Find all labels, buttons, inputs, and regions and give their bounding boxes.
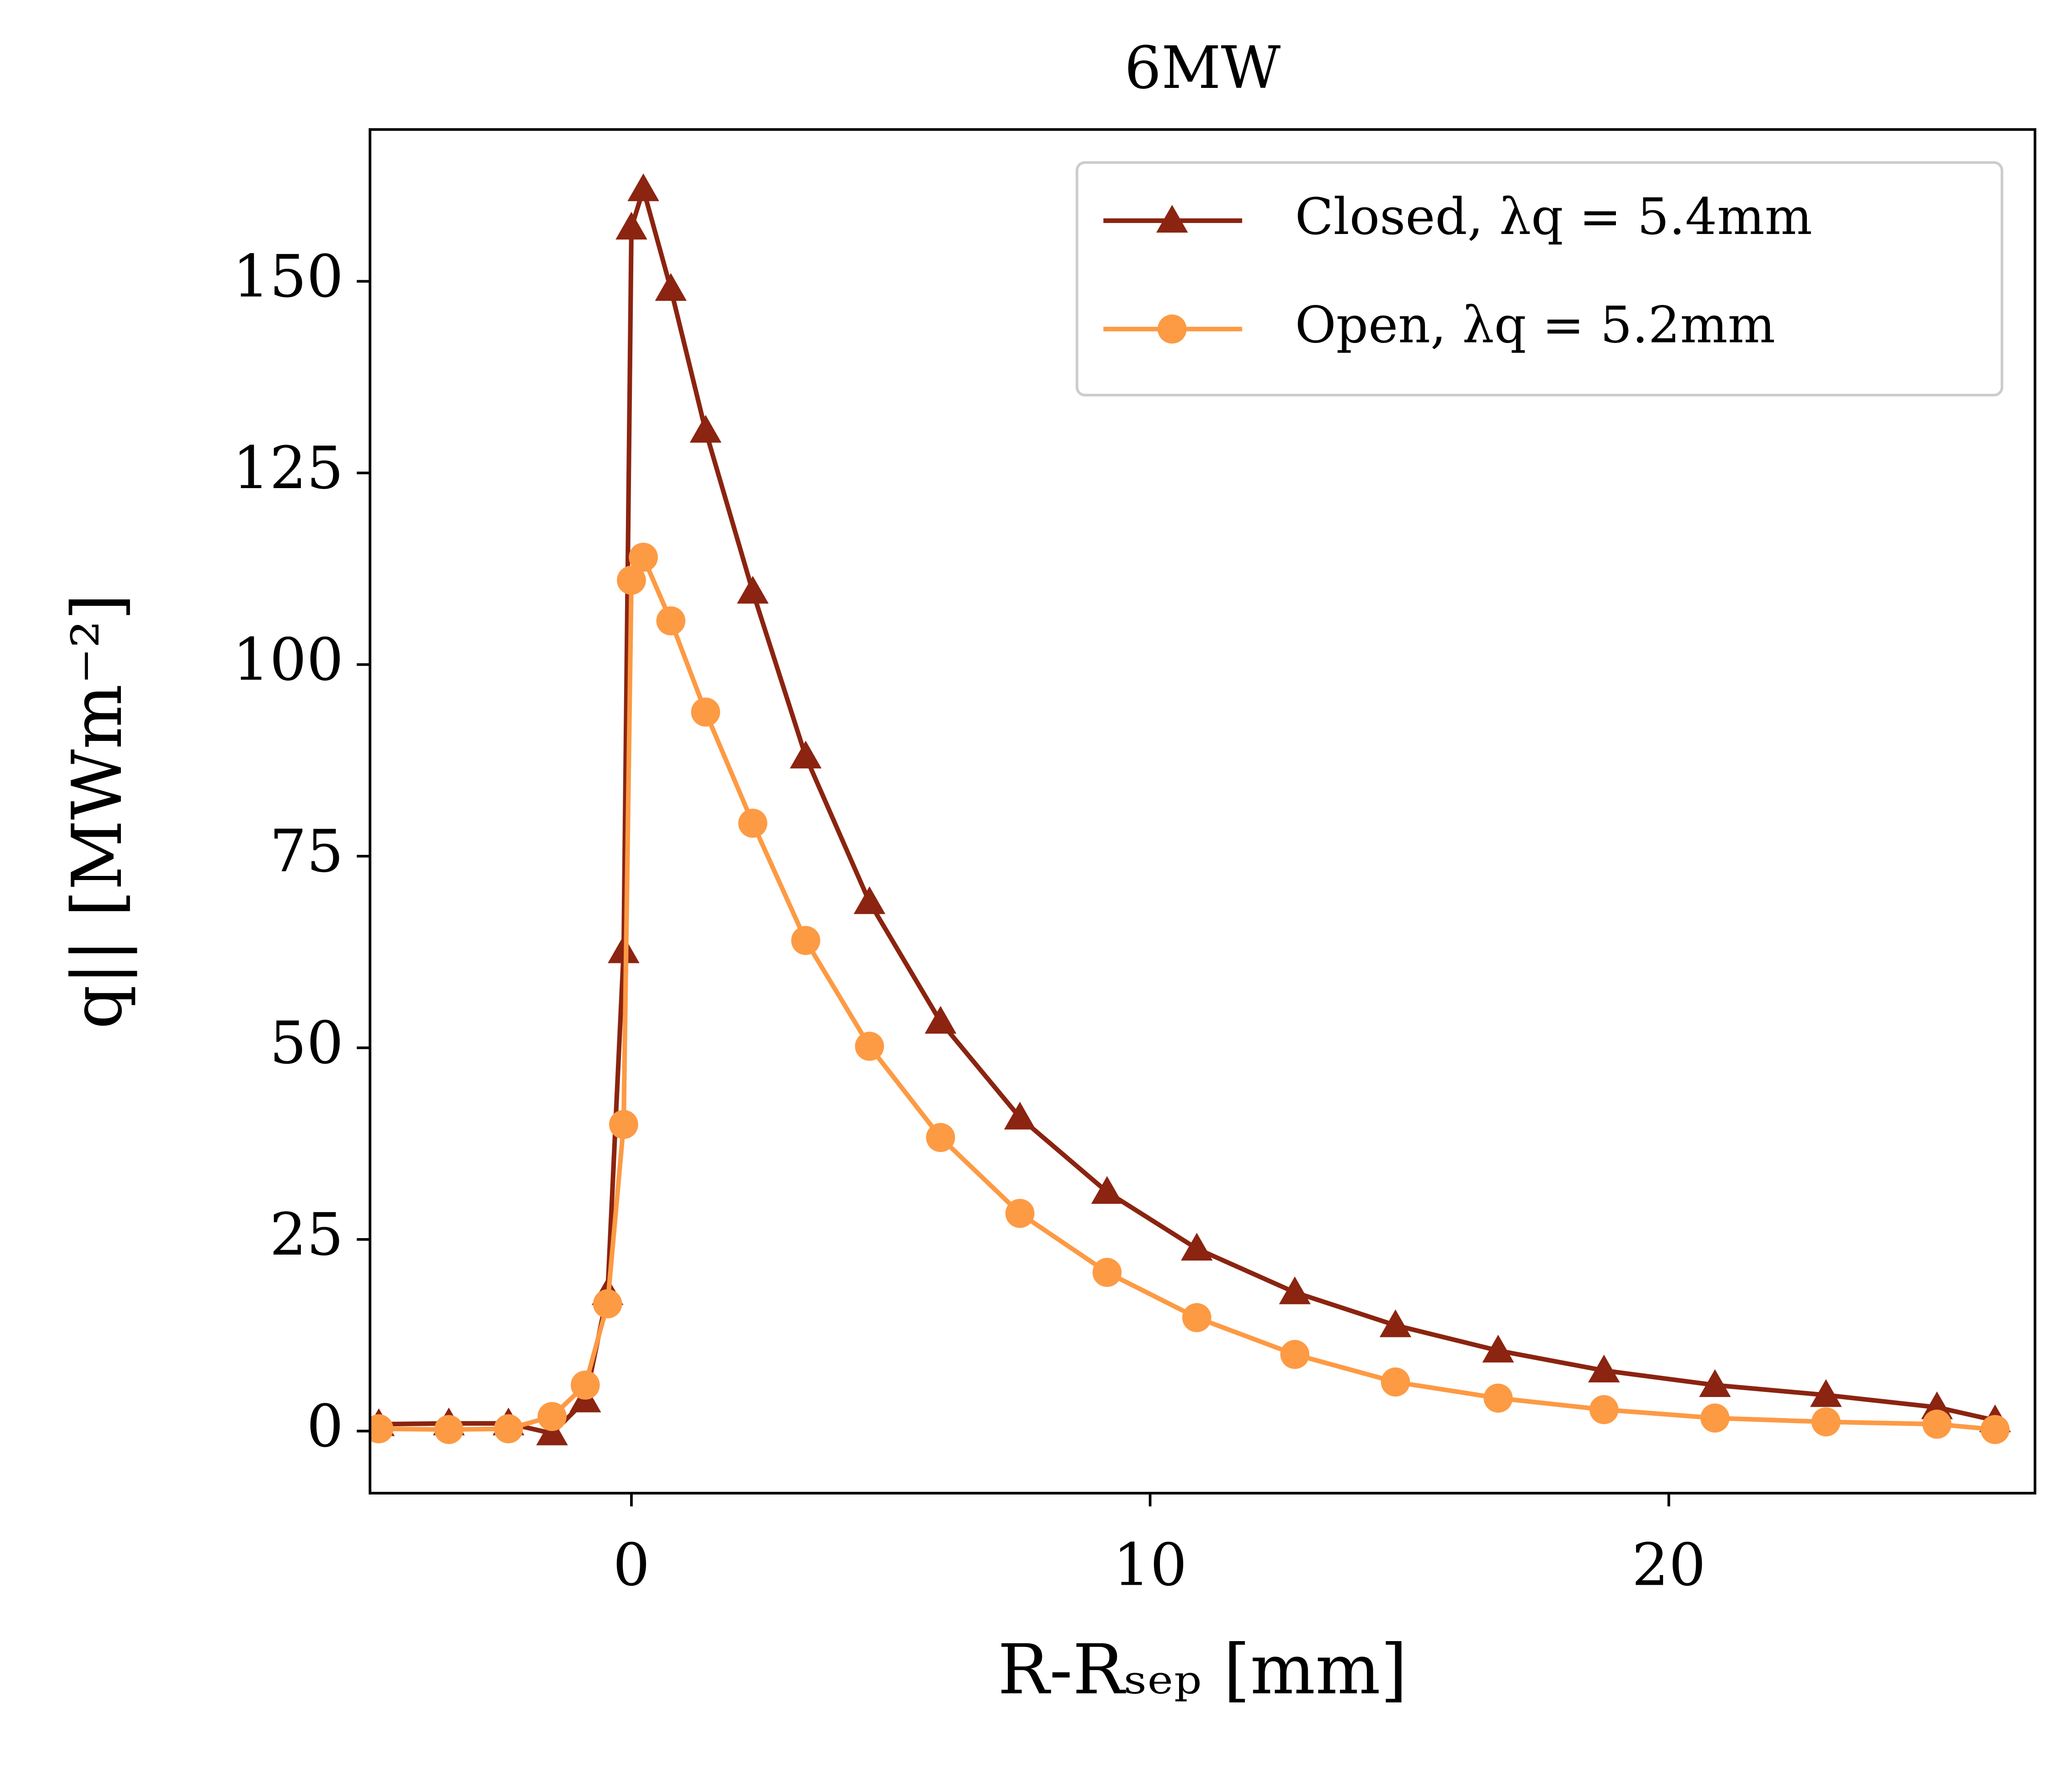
data-point [1092,1258,1122,1287]
y-tick-label: 100 [233,625,343,693]
data-point [1484,1383,1513,1413]
data-point [494,1414,523,1444]
data-point [791,926,821,955]
legend-box [1076,161,2003,397]
data-point [1379,1309,1412,1337]
data-point [854,886,886,914]
data-point [1922,1409,1952,1439]
data-point [536,1417,568,1446]
y-axis-label: q|| [MWm⁻²] [58,593,137,1029]
data-point [656,606,685,636]
data-point [593,1289,622,1319]
y-tick-label: 150 [233,242,343,310]
data-point [926,1123,955,1152]
data-point [789,740,822,769]
legend-label: Closed, λq = 5.4mm [1295,187,1812,246]
data-point [1482,1335,1514,1363]
data-point [370,1414,394,1444]
data-point [1980,1415,2010,1444]
data-point [615,212,647,240]
data-point [690,415,722,443]
data-point [1279,1276,1311,1305]
y-tick-label: 25 [270,1201,344,1268]
plot-area [370,173,2011,1446]
x-tick-label: 10 [1113,1531,1187,1598]
y-tick-label: 75 [270,817,344,885]
data-point [1156,205,1188,233]
data-point [1588,1354,1620,1383]
data-point [608,935,640,963]
data-point [571,1370,600,1400]
data-point [1181,1233,1213,1261]
data-point [1182,1303,1212,1332]
data-point [1811,1407,1841,1437]
x-axis-label: R-Rₛₑₚ [mm] [998,1630,1408,1710]
data-point [537,1402,567,1431]
plot-frame [369,128,2037,1495]
y-tick-label: 0 [307,1392,344,1460]
data-point [1005,1199,1035,1228]
y-tick-label: 50 [270,1009,344,1076]
data-point [609,1110,638,1139]
data-point [434,1415,463,1444]
data-point [1810,1379,1842,1407]
data-point [1589,1395,1619,1424]
legend-label: Open, λq = 5.2mm [1295,296,1775,354]
data-point [1091,1176,1123,1204]
data-point [1280,1340,1310,1369]
data-point [1157,314,1187,344]
data-point [738,809,767,838]
data-point [655,273,687,301]
y-tick-label: 125 [233,434,343,502]
x-tick-label: 20 [1632,1531,1706,1598]
data-point [1699,1369,1731,1397]
data-point [1381,1367,1410,1397]
data-point [691,697,720,727]
chart-title: 6MW [1124,34,1281,102]
data-point [627,173,659,201]
data-point [737,576,769,604]
data-point [925,1006,957,1034]
data-point [1004,1102,1036,1130]
data-point [855,1032,884,1061]
data-point [617,565,646,595]
x-tick-label: 0 [613,1531,650,1598]
data-point [1700,1403,1730,1433]
data-point [629,543,658,572]
